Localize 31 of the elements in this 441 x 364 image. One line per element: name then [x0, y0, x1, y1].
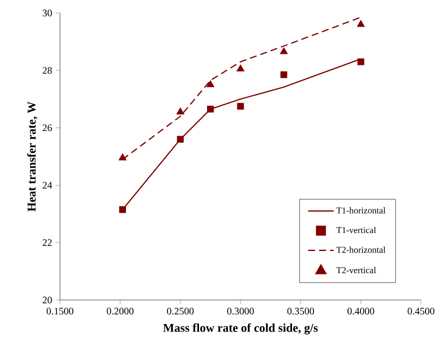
legend-label: T2-vertical [336, 266, 376, 274]
point [118, 153, 127, 160]
x-axis-title: Mass flow rate of cold side, g/s [163, 323, 318, 334]
legend-label: T1-vertical [336, 226, 376, 234]
point [356, 20, 365, 27]
legend-label: T2-horizontal [336, 246, 386, 253]
x-tick-label: 0.2000 [106, 308, 134, 315]
y-tick-label: 20 [42, 296, 52, 304]
y-axis-title: Heat transfer rate, W [27, 102, 38, 212]
y-tick-label: 28 [42, 67, 52, 74]
y-tick-label: 22 [42, 239, 52, 246]
point [357, 58, 364, 66]
y-tick-label: 24 [42, 182, 52, 188]
point [236, 64, 244, 72]
y-tick-label: 26 [42, 124, 52, 132]
point [176, 136, 184, 143]
point [206, 80, 214, 88]
point [176, 107, 184, 114]
x-tick-label: 0.2500 [167, 308, 194, 315]
point [280, 71, 288, 78]
x-tick-label: 0.3000 [227, 308, 254, 315]
point [119, 206, 126, 213]
x-tick-label: 0.4500 [408, 308, 434, 315]
y-tick-label: 30 [42, 10, 52, 16]
x-tick-label: 0.3500 [287, 308, 314, 315]
legend-label: T1-horizontal [336, 207, 386, 214]
point [280, 47, 288, 54]
x-tick-label: 0.1500 [46, 308, 74, 315]
point [207, 106, 214, 113]
point [237, 102, 244, 110]
x-tick-label: 0.4000 [348, 308, 374, 315]
